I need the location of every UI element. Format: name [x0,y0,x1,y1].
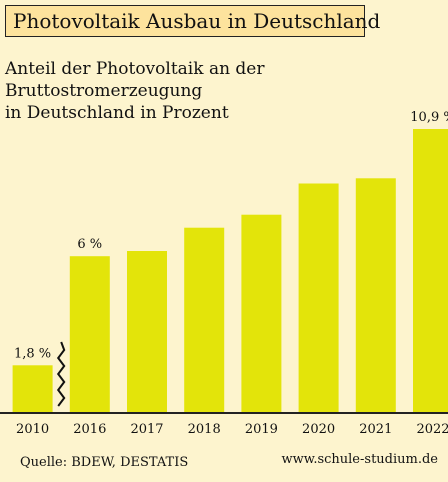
x-tick-label: 2020 [302,422,335,437]
bar-2021 [355,178,396,412]
bar-2022 [413,129,448,412]
data-label: 1,8 % [14,346,51,361]
x-tick-label: 2016 [73,422,106,437]
axis-break-marker [56,341,66,407]
x-tick-label: 2021 [359,422,392,437]
data-label: 6 % [77,237,102,252]
subtitle-line-2: in Deutschland in Prozent [5,103,229,123]
subtitle-line-1: Anteil der Photovoltaik an der Bruttostr… [5,59,265,101]
bar-2010 [12,365,53,412]
bar-2018 [184,227,225,412]
x-axis-band [0,412,448,440]
x-tick-label: 2022 [416,422,448,437]
bar-2020 [298,183,339,412]
x-tick-label: 2019 [245,422,278,437]
x-tick-label: 2017 [130,422,163,437]
website-credit: www.schule-studium.de [281,452,438,467]
bar-2017 [127,251,167,412]
bar-2016 [69,256,110,412]
x-tick-label: 2010 [16,422,49,437]
bar-2019 [241,214,282,412]
x-tick-label: 2018 [188,422,221,437]
source-note: Quelle: BDEW, DESTATIS [20,455,189,470]
chart-subtitle: Anteil der Photovoltaik an der Bruttostr… [5,58,445,124]
chart-title: Photovoltaik Ausbau in Deutschland [5,5,380,37]
data-label: 10,9 % [410,110,448,125]
